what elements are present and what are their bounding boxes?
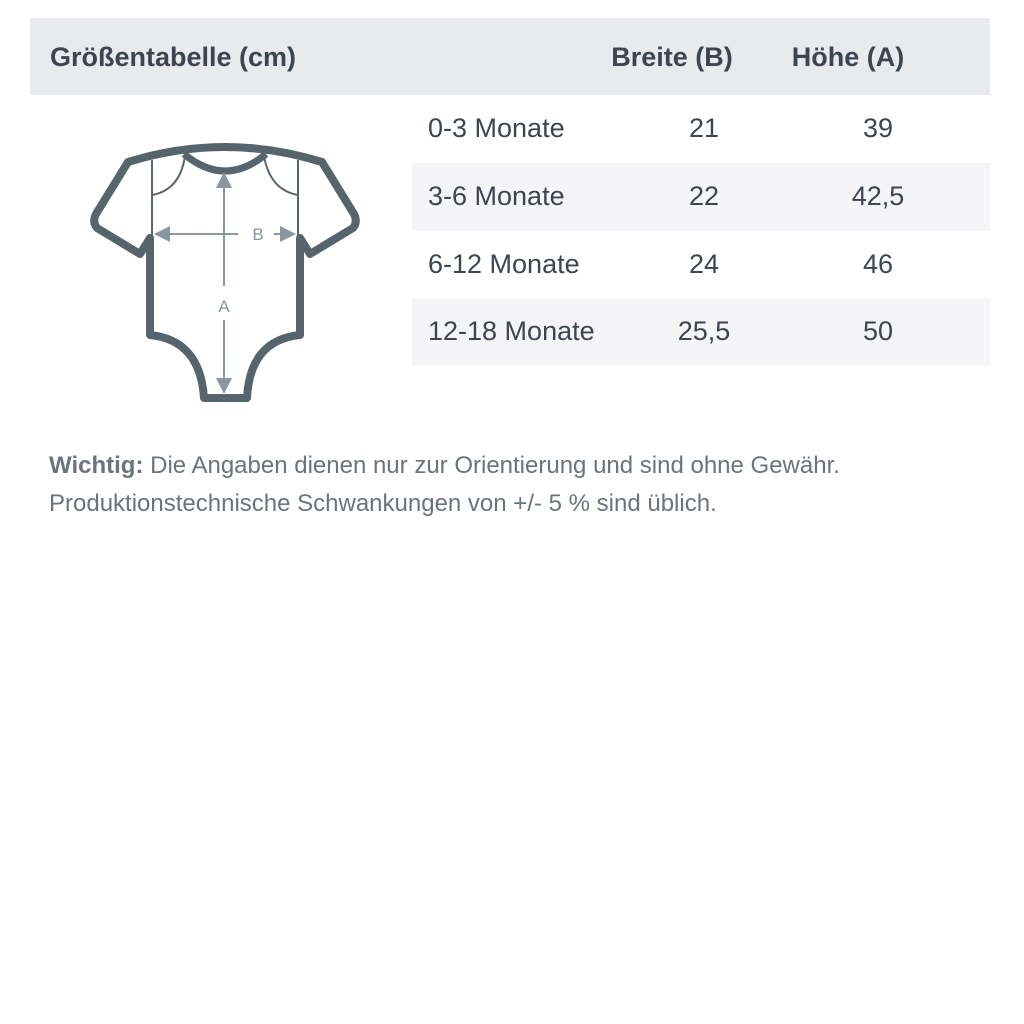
- height-label: A: [218, 297, 230, 316]
- width-cell: 24: [688, 249, 720, 279]
- table-row: 12-18 Monate 25,5 50: [412, 298, 990, 366]
- baby-bodysuit-icon: B A: [90, 143, 360, 402]
- size-cell: 0-3 Monate: [428, 113, 565, 143]
- table-title: Größentabelle (cm): [50, 42, 297, 72]
- column-header-height: Höhe (A): [791, 42, 905, 72]
- height-cell: 42,5: [851, 181, 905, 211]
- table-row: 0-3 Monate 21 39: [412, 95, 990, 163]
- size-cell: 12-18 Monate: [428, 316, 595, 346]
- note-line-2: Produktionstechnische Schwankungen von +…: [49, 490, 717, 517]
- width-label: B: [252, 225, 263, 244]
- note-label: Wichtig:: [49, 452, 144, 479]
- width-cell: 21: [688, 113, 720, 143]
- size-cell: 6-12 Monate: [428, 249, 580, 279]
- width-cell: 22: [688, 181, 720, 211]
- height-cell: 46: [862, 249, 894, 279]
- height-cell: 39: [862, 113, 894, 143]
- table-header: Größentabelle (cm) Breite (B) Höhe (A): [30, 18, 990, 95]
- table-row: 3-6 Monate 22 42,5: [412, 163, 990, 231]
- column-header-width: Breite (B): [611, 42, 733, 72]
- height-cell: 50: [862, 316, 894, 346]
- width-cell: 25,5: [677, 316, 731, 346]
- disclaimer-note: Wichtig: Die Angaben dienen nur zur Orie…: [49, 447, 840, 523]
- size-cell: 3-6 Monate: [428, 181, 565, 211]
- note-line-1: Die Angaben dienen nur zur Orientierung …: [143, 452, 840, 479]
- table-row: 6-12 Monate 24 46: [412, 231, 990, 299]
